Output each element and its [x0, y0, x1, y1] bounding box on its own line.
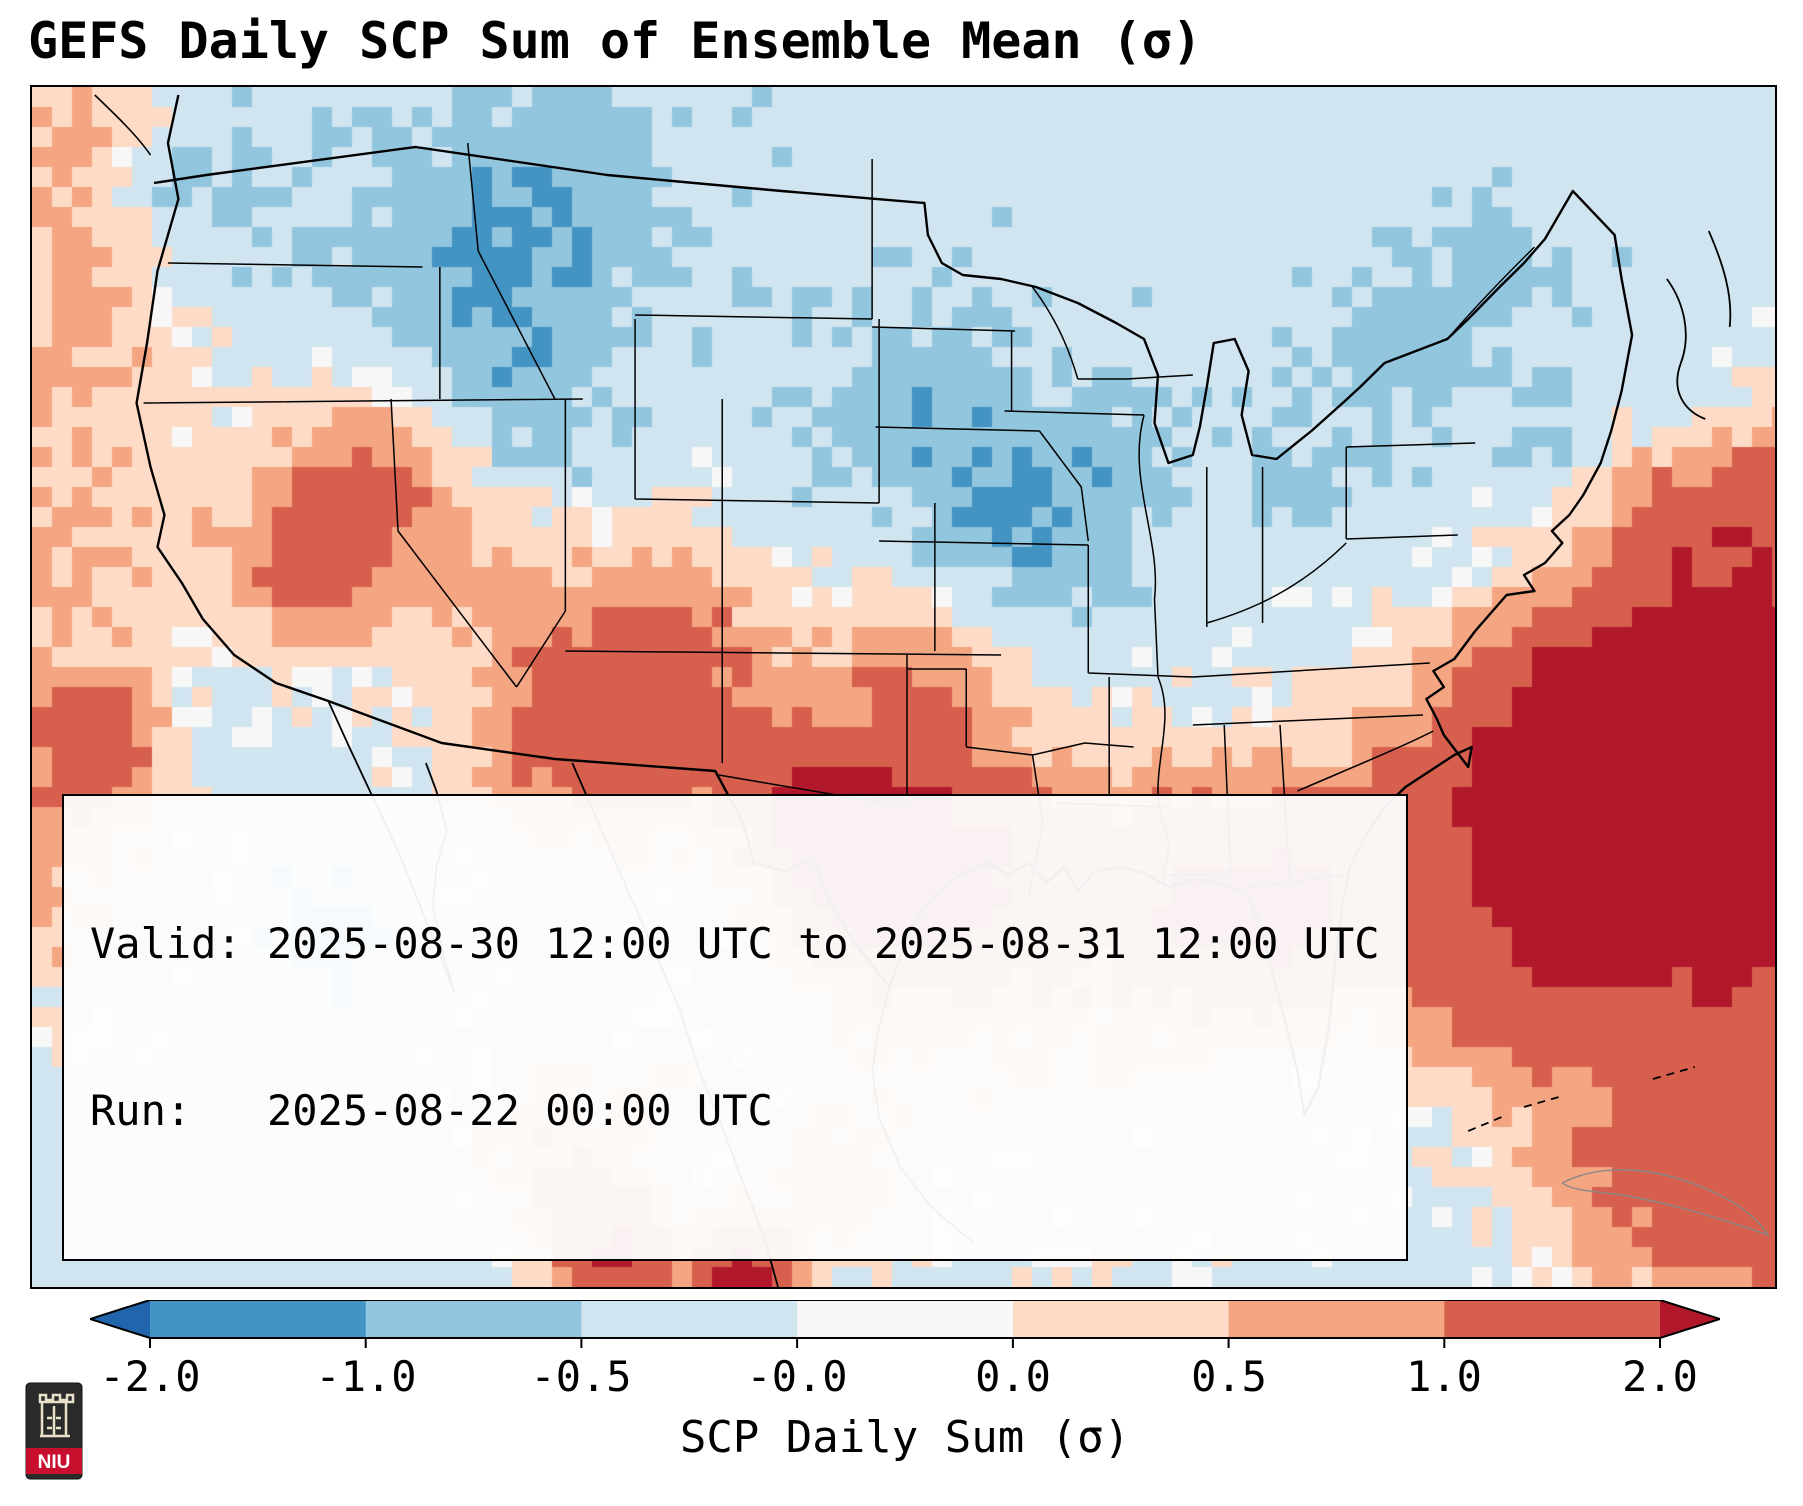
- niu-logo-banner: [26, 1448, 82, 1474]
- niu-logo-text: NIU: [38, 1452, 71, 1473]
- colorbar-tick-label-5: 0.5: [1191, 1352, 1267, 1401]
- run-time-text: Run: 2025-08-22 00:00 UTC: [90, 1085, 773, 1135]
- colorbar-segment-2: [365, 1300, 583, 1338]
- niu-logo-castle-icon: [38, 1393, 75, 1438]
- niu-logo-graphic: NIU: [25, 1382, 83, 1480]
- colorbar-tick-label-2: -0.5: [530, 1352, 632, 1401]
- colorbar-tick-label-1: -1.0: [315, 1352, 417, 1401]
- st-lawrence-river-path: [1447, 247, 1534, 339]
- state-borders-path: [144, 143, 1476, 895]
- colorbar-tick-label-4: 0.0: [975, 1352, 1051, 1401]
- colorbar-segment-3: [581, 1300, 798, 1338]
- colorbar-segment-6: [1228, 1300, 1446, 1338]
- colorbar-segment-7: [1444, 1300, 1661, 1338]
- colorbar-tick-marks: [149, 1338, 1661, 1348]
- maritime-boundary-dashed-path: [1468, 1067, 1695, 1131]
- niu-logo: NIU: [25, 1382, 83, 1480]
- colorbar-axis-label: SCP Daily Sum (σ): [679, 1412, 1131, 1463]
- vancouver-island-path: [95, 95, 151, 155]
- valid-time-text: Valid: 2025-08-30 12:00 UTC to 2025-08-3…: [90, 919, 1380, 969]
- colorbar-over-arrow: [1660, 1300, 1720, 1338]
- colorbar-segment-1: [150, 1300, 367, 1338]
- colorbar-tick-label-0: -2.0: [99, 1352, 201, 1401]
- colorbar-under-arrow: [90, 1300, 150, 1338]
- page-title: GEFS Daily SCP Sum of Ensemble Mean (σ): [28, 12, 1202, 70]
- colorbar-tick-label-7: 2.0: [1622, 1352, 1698, 1401]
- colorbar-tick-label-6: 1.0: [1406, 1352, 1482, 1401]
- colorbar-segment-5: [1012, 1300, 1230, 1338]
- cuba-outline-path: [1562, 1170, 1768, 1235]
- colorbar-tick-label-3: -0.0: [746, 1352, 848, 1401]
- map-panel: Valid: 2025-08-30 12:00 UTC to 2025-08-3…: [30, 85, 1777, 1289]
- colorbar: [90, 1300, 1720, 1348]
- nova-scotia-coast-path: [1667, 231, 1730, 419]
- valid-run-info-box: Valid: 2025-08-30 12:00 UTC to 2025-08-3…: [62, 793, 1408, 1261]
- colorbar-segment-4: [797, 1300, 1014, 1338]
